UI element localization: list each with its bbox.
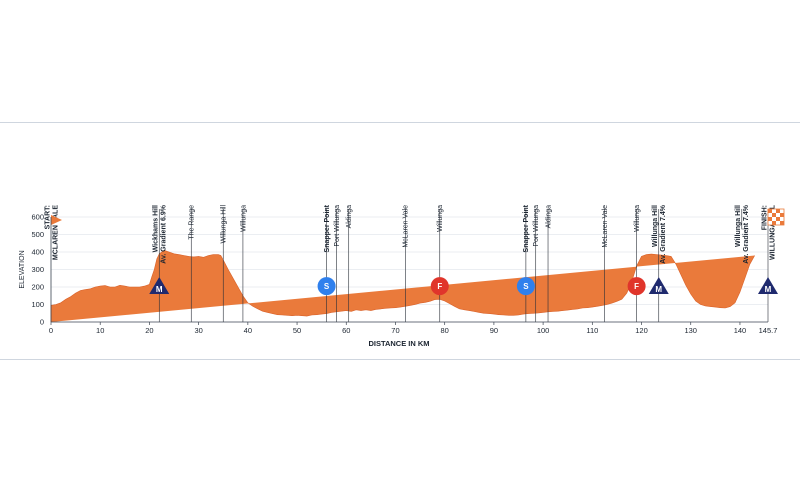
finish-flag-square: [772, 213, 776, 217]
y-axis-label: ELEVATION: [19, 250, 26, 288]
waypoint-label: Willunga: [437, 205, 444, 232]
finish-flag-square: [780, 221, 784, 225]
y-tick-label: 600: [31, 213, 44, 222]
finish-flag-icon: [767, 208, 785, 226]
waypoint-label: FINISH:: [761, 205, 768, 230]
x-tick-label: 100: [537, 326, 550, 335]
profile-area: [50, 249, 755, 322]
waypoint-labels: START: MCLAREN VALE Wickhams Hill Av. Gradi…: [44, 204, 776, 264]
y-tick-label: 400: [31, 248, 44, 257]
x-tick-label: 0: [49, 326, 53, 335]
waypoint-label: Willunga Hill: [221, 205, 228, 244]
waypoint-label: The Range: [189, 205, 196, 240]
sprint-badge-letter: S: [523, 282, 529, 291]
profile-panel: START: MCLAREN VALE Wickhams Hill Av. Gradi…: [0, 122, 800, 360]
sprint-badge-icon: [516, 277, 535, 296]
sprint-badge-icon: [317, 277, 336, 296]
mountain-badge-icon: [648, 277, 669, 294]
finish-flag-square: [776, 209, 780, 213]
waypoint-label: START:: [44, 205, 51, 229]
x-axis: 0 10 20 30 40 50 60 70 80 90 100 110 120 130 140 145.7: [49, 217, 777, 335]
y-tick-label: 0: [40, 318, 44, 327]
waypoint-label: McLaren Vale: [602, 205, 609, 248]
finish-flag-square: [768, 217, 772, 221]
mountain-badge-icon: [149, 277, 170, 294]
y-tick-label: 300: [31, 265, 44, 274]
start-flag-icon: [51, 215, 62, 225]
x-tick-label: 30: [194, 326, 202, 335]
waypoint-label: Willunga Hill: [652, 205, 659, 247]
x-tick-label: 60: [342, 326, 350, 335]
waypoint-label: Av. Gradient 7.4%: [660, 204, 667, 264]
mountain-badge-letter: M: [765, 285, 772, 294]
x-tick-label: 20: [145, 326, 153, 335]
waypoint-lines: [158, 209, 769, 322]
sprint-badge-letter: S: [324, 282, 330, 291]
x-tick-label: 80: [441, 326, 449, 335]
x-axis-label: DISTANCE IN KM: [368, 339, 429, 348]
finish-flag-square: [772, 221, 776, 225]
x-tick-label: 130: [684, 326, 697, 335]
waypoint-label: WILLUNGA HILL: [769, 204, 776, 260]
x-tick-label-end: 145.7: [759, 326, 778, 335]
waypoint-label: Port Willunga: [334, 205, 341, 247]
finish-flag-square: [768, 209, 772, 213]
waypoint-label: McLaren Vale: [403, 205, 410, 248]
waypoint-label: Port Willunga: [533, 205, 540, 247]
elevation-profile-chart: START: MCLAREN VALE Wickhams Hill Av. Gradi…: [19, 204, 785, 348]
waypoint-label: Willunga Hill: [735, 205, 742, 247]
elevation-area: [50, 249, 755, 322]
x-tick-label: 10: [96, 326, 104, 335]
waypoint-label: Willunga: [240, 205, 247, 232]
mountain-badge-letter: M: [156, 285, 163, 294]
y-axis: 0 100 200 300 400 500 600: [31, 213, 44, 327]
x-tick-label: 90: [490, 326, 498, 335]
waypoint-label: Aldinga: [346, 205, 353, 228]
feed-badge-letter: F: [634, 282, 639, 291]
finish-flag-square: [776, 217, 780, 221]
waypoint-label: Aldinga: [545, 205, 552, 228]
feed-badge-letter: F: [437, 282, 442, 291]
mountain-badge-icon: [758, 277, 778, 294]
feed-badge-icon: [430, 277, 449, 296]
waypoint-label: Wickhams Hill: [153, 205, 160, 252]
x-tick-label: 40: [244, 326, 252, 335]
waypoint-label: Snapper Point: [324, 204, 331, 252]
y-tick-label: 100: [31, 300, 44, 309]
waypoint-label: Av. Gradient 7.4%: [743, 204, 750, 264]
leader-line: [741, 209, 749, 230]
waypoint-label: Snapper Point: [523, 204, 530, 252]
x-tick-label: 110: [586, 326, 598, 335]
y-tick-label: 500: [31, 230, 44, 239]
waypoint-label: Av. Gradient 6.9%: [161, 204, 168, 264]
y-tick-label: 200: [31, 283, 44, 292]
finish-flag-square: [780, 213, 784, 217]
x-tick-label: 50: [293, 326, 301, 335]
mountain-badge-letter: M: [655, 285, 662, 294]
x-tick-label: 120: [635, 326, 648, 335]
x-tick-label: 70: [391, 326, 399, 335]
waypoint-label: MCLAREN VALE: [52, 205, 59, 260]
feed-badge-icon: [627, 277, 646, 296]
x-tick-label: 140: [734, 326, 747, 335]
waypoint-label: Willunga: [634, 205, 641, 232]
